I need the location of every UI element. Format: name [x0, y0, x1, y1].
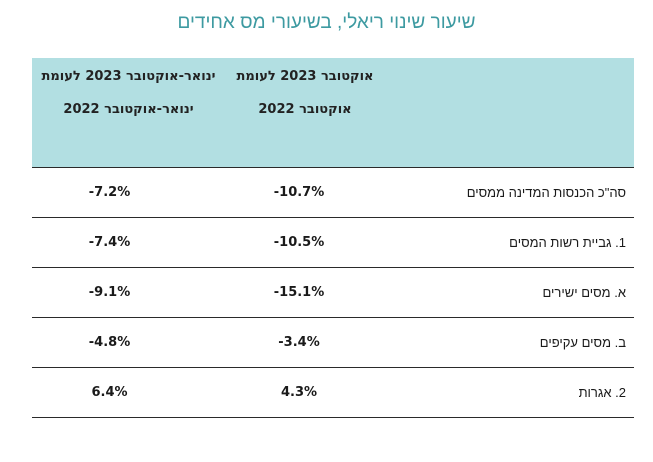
row-october-value: -10.7% — [225, 167, 405, 218]
row-label: 2. אגרות — [405, 367, 634, 418]
row-october-value: -10.5% — [225, 217, 405, 268]
table-row: 2. אגרות 4.3% 6.4% — [32, 367, 634, 418]
row-label: א. מסים ישירים — [405, 267, 634, 318]
table-row: 1. גביית רשות המסים -10.5% -7.4% — [32, 217, 634, 268]
row-label: ב. מסים עקיפים — [405, 317, 634, 368]
row-jan-oct-value: -4.8% — [32, 317, 225, 368]
table-title: שיעור שינוי ריאלי, בשיעורי מס אחידים — [177, 12, 476, 33]
revenue-change-table: אוקטובר 2023 לעומת אוקטובר 2022 ינואר-או… — [32, 58, 634, 418]
row-jan-oct-value: -9.1% — [32, 267, 225, 318]
row-jan-oct-value: -7.2% — [32, 167, 225, 218]
row-label: 1. גביית רשות המסים — [405, 217, 634, 268]
header-october: אוקטובר 2023 לעומת אוקטובר 2022 — [225, 58, 405, 168]
header-label — [405, 58, 634, 168]
row-october-value: -3.4% — [225, 317, 405, 368]
table-row: ב. מסים עקיפים -3.4% -4.8% — [32, 317, 634, 368]
header-jan-oct: ינואר-אוקטובר 2023 לעומת ינואר-אוקטובר 2… — [32, 58, 225, 168]
row-label: סה"כ הכנסות המדינה ממסים — [405, 167, 634, 218]
row-jan-oct-value: 6.4% — [32, 367, 225, 418]
table-header-row: אוקטובר 2023 לעומת אוקטובר 2022 ינואר-או… — [32, 58, 634, 168]
header-jan-oct-text: ינואר-אוקטובר 2023 לעומת ינואר-אוקטובר 2… — [41, 69, 216, 117]
row-october-value: -15.1% — [225, 267, 405, 318]
row-jan-oct-value: -7.4% — [32, 217, 225, 268]
row-october-value: 4.3% — [225, 367, 405, 418]
header-october-text: אוקטובר 2023 לעומת אוקטובר 2022 — [236, 69, 374, 117]
table-row: סה"כ הכנסות המדינה ממסים -10.7% -7.2% — [32, 167, 634, 218]
table-row: א. מסים ישירים -15.1% -9.1% — [32, 267, 634, 318]
